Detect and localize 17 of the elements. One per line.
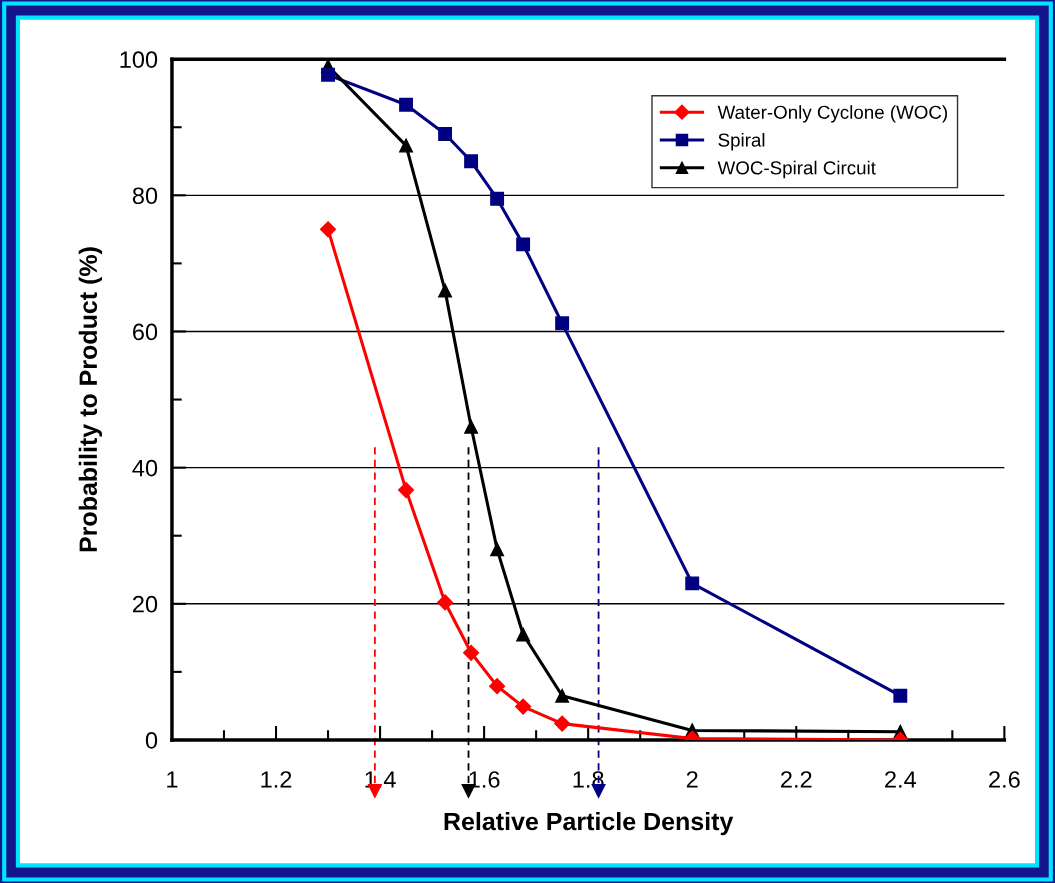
x-axis-title: Relative Particle Density xyxy=(444,811,734,836)
x-tick-label: 2.2 xyxy=(781,771,812,788)
legend-label: WOC-Spiral Circuit xyxy=(717,160,876,179)
y-tick-label: 80 xyxy=(132,187,158,205)
x-tick-label: 1.2 xyxy=(261,771,292,788)
y-tick-label: 100 xyxy=(120,51,158,68)
y-tick-label: 20 xyxy=(133,595,158,613)
x-tick-label: 2 xyxy=(686,771,698,788)
x-tick-label: 1 xyxy=(167,771,178,788)
x-tick-label: 2.6 xyxy=(989,771,1020,788)
legend-label: Spiral xyxy=(718,132,765,151)
legend-label: Water-Only Cyclone (WOC) xyxy=(717,105,947,123)
x-tick-label: 2.4 xyxy=(885,771,917,788)
y-tick-label: 60 xyxy=(133,323,158,341)
y-tick-label: 0 xyxy=(145,732,158,749)
y-tick-label: 40 xyxy=(132,459,158,477)
y-axis-title: Probability to Product (%) xyxy=(78,247,103,552)
